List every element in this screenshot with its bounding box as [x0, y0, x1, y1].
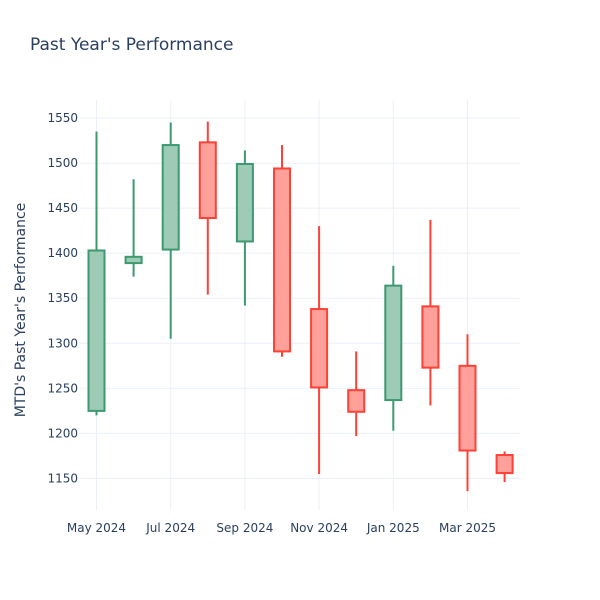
candle-decreasing — [421, 219, 440, 406]
y-tick-label: 1550 — [47, 111, 78, 125]
candle-body — [198, 141, 217, 220]
candle-body — [310, 308, 329, 389]
candle-increasing — [124, 179, 143, 277]
candle-body — [273, 167, 291, 353]
candle-body — [124, 255, 143, 265]
x-tick-label: Sep 2024 — [216, 521, 273, 535]
candle-increasing — [235, 150, 254, 306]
candle-body — [495, 454, 514, 475]
candle-decreasing — [198, 121, 217, 295]
y-tick-label: 1200 — [47, 426, 78, 440]
candle-body — [421, 305, 440, 369]
candle-body — [161, 144, 180, 251]
candle-decreasing — [310, 226, 329, 474]
candle-body — [87, 249, 106, 412]
y-tick-label: 1450 — [47, 201, 78, 215]
x-tick-label: Nov 2024 — [290, 521, 348, 535]
y-tick-label: 1500 — [47, 156, 78, 170]
candle-body — [347, 389, 366, 413]
candle-body — [458, 364, 477, 452]
y-tick-label: 1350 — [47, 291, 78, 305]
candle-increasing — [384, 265, 403, 431]
y-tick-label: 1300 — [47, 336, 78, 350]
candle-decreasing — [458, 334, 477, 492]
chart-title: Past Year's Performance — [30, 35, 234, 55]
candle-body — [235, 162, 254, 243]
y-tick-label: 1250 — [47, 381, 78, 395]
candle-decreasing — [495, 451, 514, 483]
y-tick-label: 1400 — [47, 246, 78, 260]
candle-layer — [87, 121, 514, 492]
y-tick-label: 1150 — [47, 471, 78, 485]
grid-layer — [80, 100, 520, 510]
x-tick-label: Mar 2025 — [439, 521, 496, 535]
y-axis-title: MTD's Past Year's Performance — [13, 203, 29, 418]
candle-increasing — [161, 122, 180, 339]
candle-decreasing — [273, 145, 291, 357]
candle-body — [384, 284, 403, 402]
candle-increasing — [87, 131, 106, 416]
candle-decreasing — [347, 351, 366, 437]
x-tick-label: May 2024 — [67, 521, 126, 535]
x-tick-label: Jan 2025 — [366, 521, 420, 535]
x-tick-label: Jul 2024 — [145, 521, 195, 535]
axis-layer: 1150 1200 1250 1300 1350 1400 1450 1500 1550 May … — [47, 111, 496, 535]
